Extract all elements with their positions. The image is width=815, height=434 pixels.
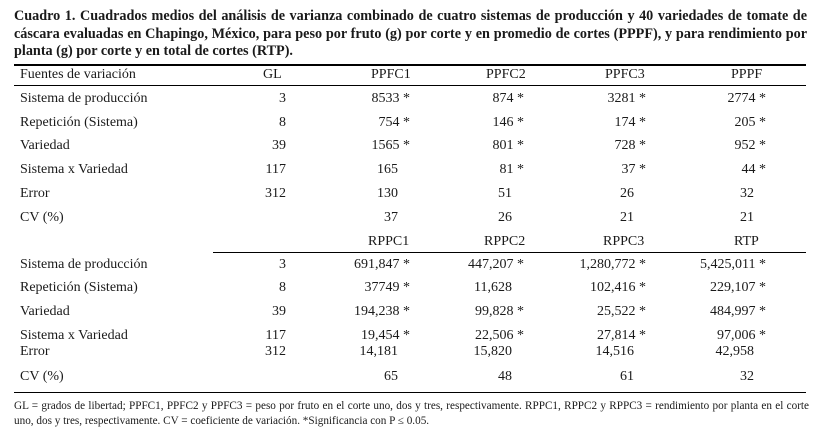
mid-rule <box>213 252 806 253</box>
value-c3: 728 * <box>614 138 647 153</box>
table-footnote: GL = grados de libertad; PPFC1, PPFC2 y … <box>14 400 809 427</box>
value-c1: 37749 * <box>364 280 411 295</box>
value-c1: 754 * <box>378 115 411 130</box>
value-c4: 229,107 * <box>710 280 766 295</box>
table-caption: Cuadro 1. Cuadrados medios del análisis … <box>14 8 807 59</box>
header2-col1: RPPC1 <box>368 234 410 249</box>
value-c3: 27,814 * <box>597 328 646 343</box>
row-label: Error <box>20 186 50 201</box>
value-c3: 3281 * <box>607 91 647 106</box>
value-c2: 99,828 * <box>475 304 524 319</box>
bottom-rule <box>14 392 806 393</box>
gl-value: 8 <box>279 115 286 130</box>
header2-col2: RPPC2 <box>484 234 526 249</box>
gl-value: 39 <box>272 138 286 153</box>
gl-value: 312 <box>265 344 286 359</box>
row-label: Error <box>20 344 50 359</box>
value-c4: 32 <box>740 369 754 384</box>
row-label: Repetición (Sistema) <box>20 280 138 295</box>
value-c3: 14,516 <box>595 344 635 359</box>
value-c4: 2774 * <box>727 91 767 106</box>
value-c1: 691,847 * <box>354 257 410 272</box>
gl-value: 312 <box>265 186 286 201</box>
value-c4: 42,958 <box>715 344 755 359</box>
value-c4: 44 * <box>741 162 767 177</box>
row-label: Variedad <box>20 138 70 153</box>
value-c1: 14,181 <box>359 344 399 359</box>
value-c4: 484,997 * <box>710 304 766 319</box>
row-label: Sistema x Variedad <box>20 162 128 177</box>
header2-col3: RPPC3 <box>603 234 645 249</box>
value-c1: 19,454 * <box>361 328 410 343</box>
value-c2: 51 <box>498 186 512 201</box>
value-c3: 174 * <box>614 115 647 130</box>
gl-value: 117 <box>265 162 286 177</box>
value-c2: 801 * <box>492 138 525 153</box>
value-c4: 21 <box>740 210 754 225</box>
gl-value: 39 <box>272 304 286 319</box>
value-c3: 102,416 * <box>590 280 646 295</box>
value-c2: 11,628 <box>474 280 512 295</box>
value-c4: 952 * <box>734 138 767 153</box>
value-c2: 146 * <box>492 115 525 130</box>
row-label: Sistema x Variedad <box>20 328 128 343</box>
row-label: Sistema de producción <box>20 91 148 106</box>
gl-value: 3 <box>279 91 286 106</box>
row-label: Variedad <box>20 304 70 319</box>
header-gl: GL <box>263 67 282 82</box>
value-c1: 8533 * <box>371 91 411 106</box>
row-label: Sistema de producción <box>20 257 148 272</box>
value-c4: 5,425,011 * <box>700 257 766 272</box>
value-c2: 874 * <box>492 91 525 106</box>
header-col2: PPFC2 <box>486 67 526 82</box>
row-label: CV (%) <box>20 210 64 225</box>
value-c2: 48 <box>498 369 512 384</box>
header-col3: PPFC3 <box>605 67 645 82</box>
value-c2: 447,207 * <box>468 257 524 272</box>
value-c1: 65 <box>384 369 398 384</box>
value-c1: 1565 * <box>371 138 411 153</box>
gl-value: 117 <box>265 328 286 343</box>
value-c3: 37 * <box>621 162 647 177</box>
value-c3: 1,280,772 * <box>579 257 647 272</box>
value-c3: 21 <box>620 210 634 225</box>
value-c1: 37 <box>384 210 398 225</box>
gl-value: 3 <box>279 257 286 272</box>
value-c1: 130 <box>377 186 398 201</box>
header-source: Fuentes de variación <box>20 67 136 82</box>
value-c2: 22,506 * <box>475 328 524 343</box>
value-c2: 26 <box>498 210 512 225</box>
header-col1: PPFC1 <box>371 67 411 82</box>
top-rule <box>14 64 806 66</box>
header-col4: PPPF <box>731 67 763 82</box>
value-c2: 81 * <box>499 162 525 177</box>
value-c3: 61 <box>620 369 634 384</box>
value-c1: 194,238 * <box>354 304 410 319</box>
value-c3: 26 <box>620 186 634 201</box>
value-c2: 15,820 <box>473 344 513 359</box>
row-label: CV (%) <box>20 369 64 384</box>
header-rule <box>14 85 806 86</box>
value-c3: 25,522 * <box>597 304 646 319</box>
value-c1: 165 <box>377 162 398 177</box>
value-c4: 205 * <box>734 115 767 130</box>
header2-col4: RTP <box>734 234 759 249</box>
value-c4: 97,006 * <box>717 328 766 343</box>
row-label: Repetición (Sistema) <box>20 115 138 130</box>
gl-value: 8 <box>279 280 286 295</box>
value-c4: 32 <box>740 186 754 201</box>
